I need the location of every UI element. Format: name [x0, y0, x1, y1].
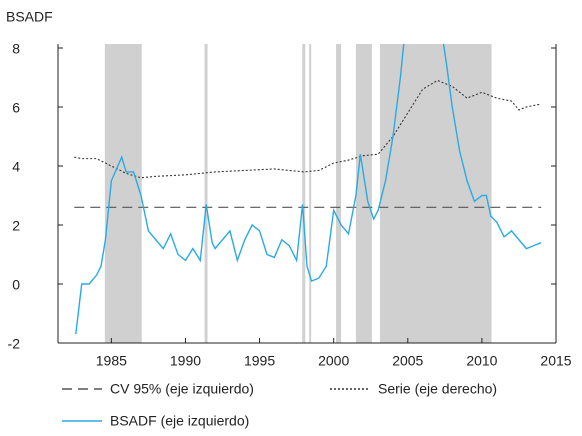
plot-area [74, 44, 542, 335]
shaded-period [309, 44, 312, 343]
y-tick-label: 2 [12, 218, 20, 234]
y-tick-label: -2 [8, 336, 21, 352]
legend-label: Serie (eje derecho) [378, 381, 497, 397]
shaded-period [204, 44, 208, 343]
shaded-period [379, 44, 492, 343]
x-tick-label: 2000 [318, 353, 349, 369]
legend-label: BSADF (eje izquierdo) [110, 413, 249, 429]
shaded-period [302, 44, 306, 343]
x-tick-label: 2010 [466, 353, 497, 369]
legend-label: CV 95% (eje izquierdo) [110, 381, 254, 397]
shaded-period [336, 44, 342, 343]
x-tick-label: 1995 [244, 353, 275, 369]
series-line [75, 44, 542, 335]
y-tick-label: 6 [12, 100, 20, 116]
shaded-period [104, 44, 142, 343]
y-tick-label: 8 [12, 41, 20, 57]
x-tick-label: 1990 [170, 353, 201, 369]
x-tick-label: 2005 [392, 353, 423, 369]
y-axis-label: BSADF [6, 9, 53, 25]
series-line [74, 79, 542, 179]
y-tick-label: 4 [12, 159, 20, 175]
x-tick-label: 1985 [96, 353, 127, 369]
y-tick-label: 0 [12, 277, 20, 293]
shaded-period [355, 44, 372, 343]
x-tick-label: 2015 [540, 353, 571, 369]
